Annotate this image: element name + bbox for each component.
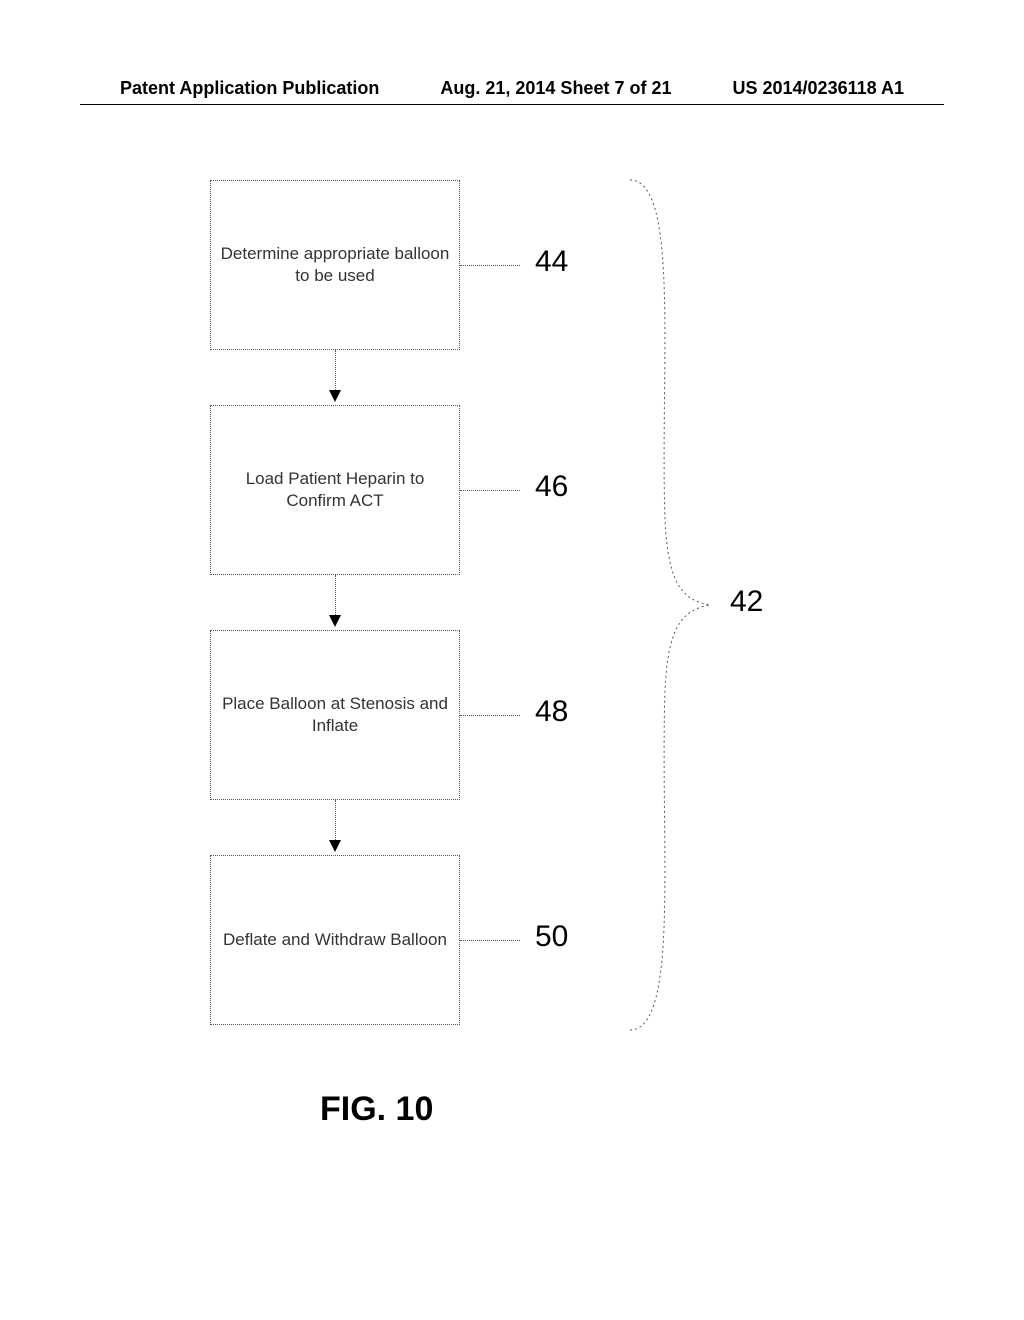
header-right: US 2014/0236118 A1 xyxy=(733,78,904,99)
flow-arrow xyxy=(334,800,336,852)
flow-node: Load Patient Heparin to Confirm ACT xyxy=(210,405,460,575)
leader-line xyxy=(460,265,520,266)
reference-numeral: 46 xyxy=(535,470,568,504)
leader-line xyxy=(460,715,520,716)
flowchart-diagram: Determine appropriate balloon to be used… xyxy=(190,180,830,1160)
group-brace xyxy=(610,170,730,1050)
header-left: Patent Application Publication xyxy=(120,78,379,99)
flow-node-label: Load Patient Heparin to Confirm ACT xyxy=(219,468,451,512)
group-reference-numeral: 42 xyxy=(730,585,763,619)
flow-node-label: Deflate and Withdraw Balloon xyxy=(223,929,447,951)
reference-numeral: 48 xyxy=(535,695,568,729)
flow-arrow xyxy=(334,350,336,402)
flow-arrow xyxy=(334,575,336,627)
page-header: Patent Application Publication Aug. 21, … xyxy=(0,78,1024,99)
flow-node-label: Determine appropriate balloon to be used xyxy=(219,243,451,287)
flow-node-label: Place Balloon at Stenosis and Inflate xyxy=(219,693,451,737)
leader-line xyxy=(460,940,520,941)
figure-label: FIG. 10 xyxy=(320,1090,433,1129)
reference-numeral: 44 xyxy=(535,245,568,279)
header-rule xyxy=(80,104,944,105)
flow-node: Determine appropriate balloon to be used xyxy=(210,180,460,350)
flow-node: Place Balloon at Stenosis and Inflate xyxy=(210,630,460,800)
leader-line xyxy=(460,490,520,491)
reference-numeral: 50 xyxy=(535,920,568,954)
flow-node: Deflate and Withdraw Balloon xyxy=(210,855,460,1025)
header-center: Aug. 21, 2014 Sheet 7 of 21 xyxy=(440,78,671,99)
